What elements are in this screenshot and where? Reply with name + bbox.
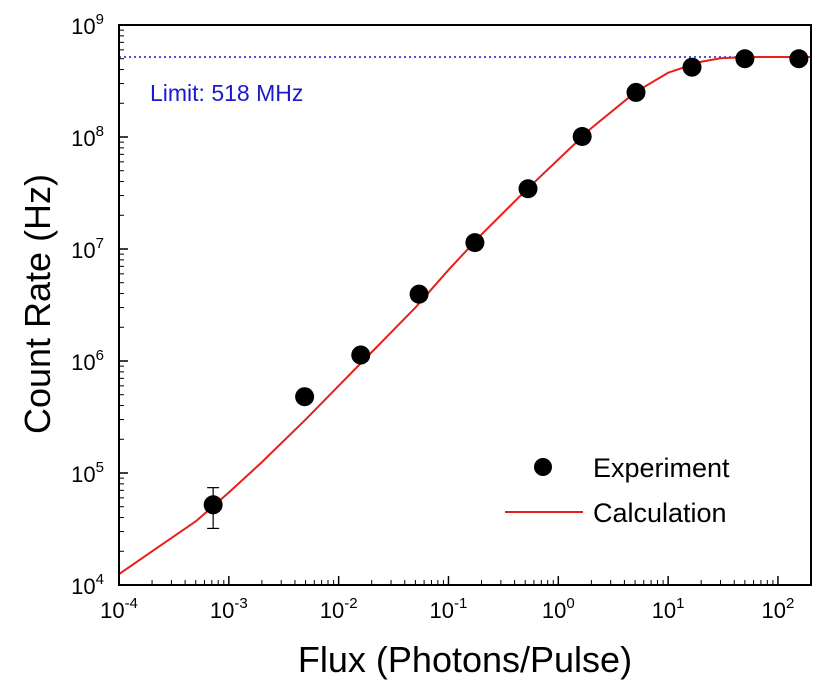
- experiment-point-9: [682, 57, 702, 77]
- experiment-point-10: [735, 49, 755, 69]
- y-tick-label: 108: [71, 123, 104, 151]
- x-tick-label: 10-3: [210, 595, 248, 623]
- legend: Experiment Calculation: [505, 453, 730, 528]
- legend-experiment-label: Experiment: [593, 453, 730, 483]
- y-tick-label: 107: [71, 235, 104, 263]
- x-tick-label: 10-4: [100, 595, 138, 623]
- plot-frame: [118, 24, 812, 586]
- y-tick-label: 104: [71, 571, 104, 599]
- x-tick-label: 102: [762, 595, 795, 623]
- experiment-point-11: [789, 49, 809, 69]
- calculation-curve: [119, 56, 811, 575]
- x-tick-label: 101: [652, 595, 685, 623]
- experiment-point-1: [203, 495, 223, 515]
- experiment-point-3: [351, 345, 371, 365]
- experiment-point-2: [295, 387, 315, 407]
- experiment-point-4: [409, 284, 429, 304]
- x-axis-title: Flux (Photons/Pulse): [298, 639, 632, 680]
- y-tick-label: 105: [71, 459, 104, 487]
- experiment-point-7: [572, 127, 592, 147]
- experiment-point-8: [626, 82, 646, 102]
- x-tick-label: 10-2: [320, 595, 358, 623]
- limit-label: Limit: 518 MHz: [150, 80, 303, 106]
- y-axis-title: Count Rate (Hz): [17, 174, 58, 434]
- experiment-point-6: [518, 179, 538, 199]
- experiment-point-5: [465, 233, 485, 253]
- legend-experiment-marker: [534, 458, 552, 476]
- x-tick-label: 10-1: [430, 595, 468, 623]
- x-tick-label: 100: [542, 595, 575, 623]
- y-tick-label: 109: [71, 11, 104, 39]
- y-tick-label: 106: [71, 347, 104, 375]
- legend-calculation-label: Calculation: [593, 498, 727, 528]
